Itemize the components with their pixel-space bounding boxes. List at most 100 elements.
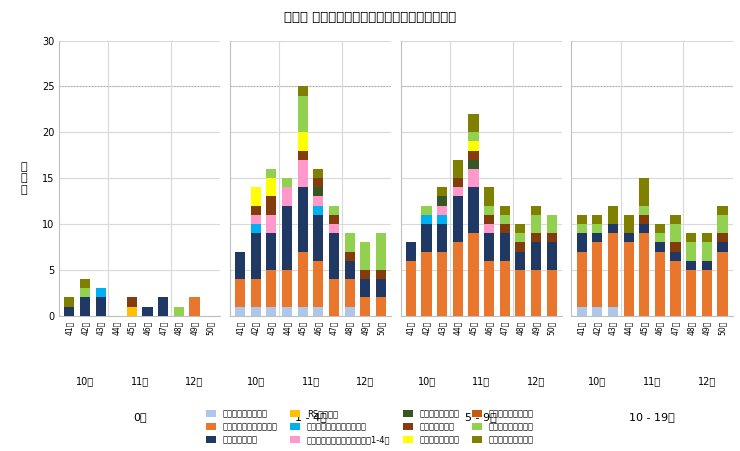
Bar <box>453 178 463 187</box>
Bar <box>406 261 416 316</box>
Bar <box>437 206 447 215</box>
Bar <box>437 224 447 252</box>
Bar <box>143 307 152 316</box>
Bar <box>468 233 479 316</box>
Bar <box>531 206 541 215</box>
Bar <box>453 160 463 178</box>
Bar <box>235 279 245 307</box>
Bar <box>468 151 479 160</box>
Bar <box>64 307 75 316</box>
Bar <box>95 288 106 297</box>
Text: 12月: 12月 <box>527 376 545 386</box>
Bar <box>484 187 494 206</box>
Bar <box>624 215 633 233</box>
Bar <box>702 233 712 242</box>
Bar <box>484 224 494 233</box>
Bar <box>189 297 200 316</box>
Bar <box>251 307 261 316</box>
Bar <box>500 233 510 261</box>
Bar <box>515 270 525 316</box>
Bar <box>313 307 323 316</box>
Bar <box>717 206 727 215</box>
Text: 1 - 4歳: 1 - 4歳 <box>295 412 326 422</box>
Bar <box>576 233 587 252</box>
Text: 10月: 10月 <box>588 376 606 386</box>
Bar <box>376 279 386 297</box>
Bar <box>360 242 370 270</box>
Bar <box>282 307 292 316</box>
Bar <box>251 279 261 307</box>
Bar <box>515 224 525 233</box>
Bar <box>313 187 323 197</box>
Bar <box>453 187 463 197</box>
Bar <box>639 224 649 233</box>
Bar <box>592 242 602 307</box>
Text: 年齢別 病原体検出数の推移: 年齢別 病原体検出数の推移 <box>0 450 1 451</box>
Bar <box>531 215 541 233</box>
Bar <box>360 279 370 297</box>
Bar <box>251 187 261 206</box>
Bar <box>329 224 339 233</box>
Bar <box>282 187 292 206</box>
Text: 10月: 10月 <box>246 376 265 386</box>
Bar <box>437 215 447 224</box>
Bar <box>127 297 137 307</box>
Bar <box>686 242 696 261</box>
Bar <box>422 252 431 316</box>
Bar <box>406 242 416 261</box>
Bar <box>437 197 447 206</box>
Bar <box>655 242 665 252</box>
Bar <box>437 252 447 316</box>
Bar <box>376 297 386 316</box>
Bar <box>297 132 308 151</box>
Bar <box>592 224 602 233</box>
Bar <box>624 233 633 242</box>
Bar <box>592 233 602 242</box>
Bar <box>345 233 354 252</box>
Bar <box>717 242 727 252</box>
Text: 11月: 11月 <box>643 376 661 386</box>
Bar <box>345 279 354 307</box>
Bar <box>576 307 587 316</box>
Bar <box>313 197 323 206</box>
Bar <box>531 242 541 270</box>
Bar <box>608 233 618 307</box>
Bar <box>670 261 681 316</box>
Bar <box>468 132 479 142</box>
Bar <box>484 261 494 316</box>
Bar <box>80 288 90 297</box>
Text: 検
出
数: 検 出 数 <box>21 161 27 195</box>
Bar <box>422 206 431 215</box>
Bar <box>95 297 106 316</box>
Bar <box>702 242 712 261</box>
Bar <box>251 224 261 233</box>
Bar <box>127 307 137 316</box>
Bar <box>468 160 479 169</box>
Bar <box>639 215 649 224</box>
Bar <box>686 261 696 270</box>
Bar <box>235 252 245 279</box>
Text: 11月: 11月 <box>472 376 491 386</box>
Bar <box>484 233 494 261</box>
Bar <box>266 178 277 197</box>
Bar <box>576 215 587 224</box>
Bar <box>282 270 292 307</box>
Text: 12月: 12月 <box>185 376 204 386</box>
Bar <box>266 215 277 233</box>
Bar <box>608 206 618 224</box>
Bar <box>360 270 370 279</box>
Bar <box>608 307 618 316</box>
Bar <box>670 215 681 224</box>
Bar <box>313 206 323 215</box>
Bar <box>360 297 370 316</box>
Text: 年齢別 病原体検出数の推移　（不検出を除く）: 年齢別 病原体検出数の推移 （不検出を除く） <box>0 450 1 451</box>
Bar <box>547 242 556 270</box>
Bar <box>484 206 494 215</box>
Bar <box>639 206 649 215</box>
Bar <box>266 233 277 270</box>
Text: 11月: 11月 <box>131 376 149 386</box>
Bar <box>547 270 556 316</box>
Bar <box>547 233 556 242</box>
Bar <box>655 252 665 316</box>
Bar <box>251 233 261 279</box>
